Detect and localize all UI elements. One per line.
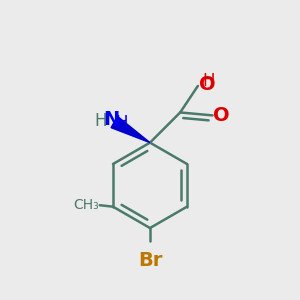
Text: Br: Br — [138, 251, 162, 270]
Text: H: H — [95, 112, 107, 130]
Polygon shape — [111, 116, 150, 142]
Text: H: H — [203, 72, 215, 90]
Text: H: H — [116, 115, 128, 133]
Text: CH₃: CH₃ — [73, 198, 98, 212]
Text: N: N — [103, 110, 119, 129]
Text: O: O — [212, 106, 229, 125]
Text: O: O — [199, 75, 216, 94]
